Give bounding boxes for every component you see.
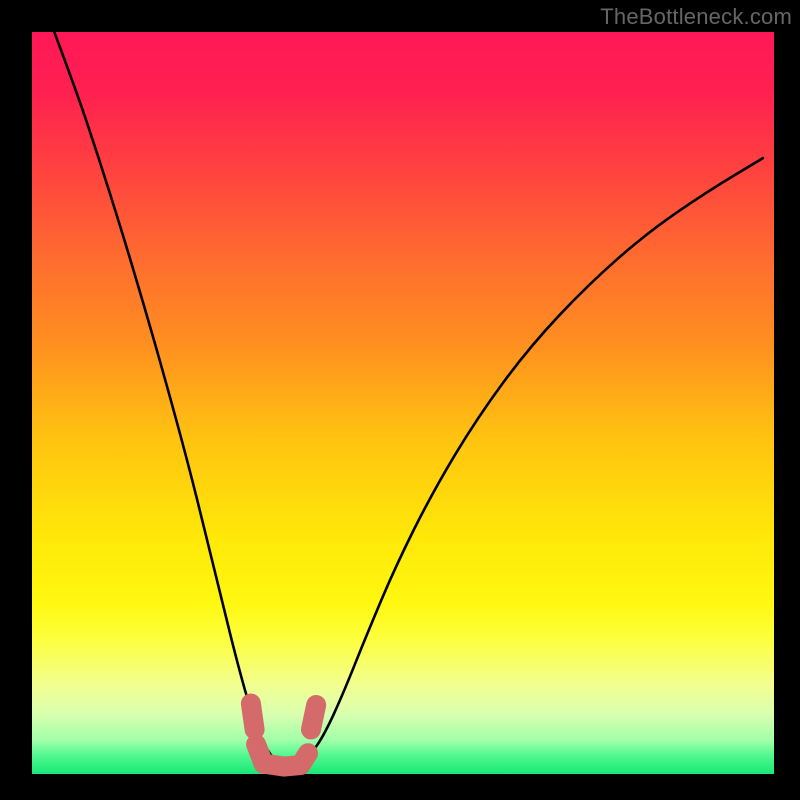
bottleneck-marker-segment-2: [311, 705, 316, 729]
chart-container: TheBottleneck.com: [0, 0, 800, 800]
watermark-label: TheBottleneck.com: [600, 4, 792, 30]
bottleneck-marker-segment-0: [251, 704, 255, 730]
bottleneck-chart: [0, 0, 800, 800]
gradient-plot-area: [32, 32, 774, 774]
